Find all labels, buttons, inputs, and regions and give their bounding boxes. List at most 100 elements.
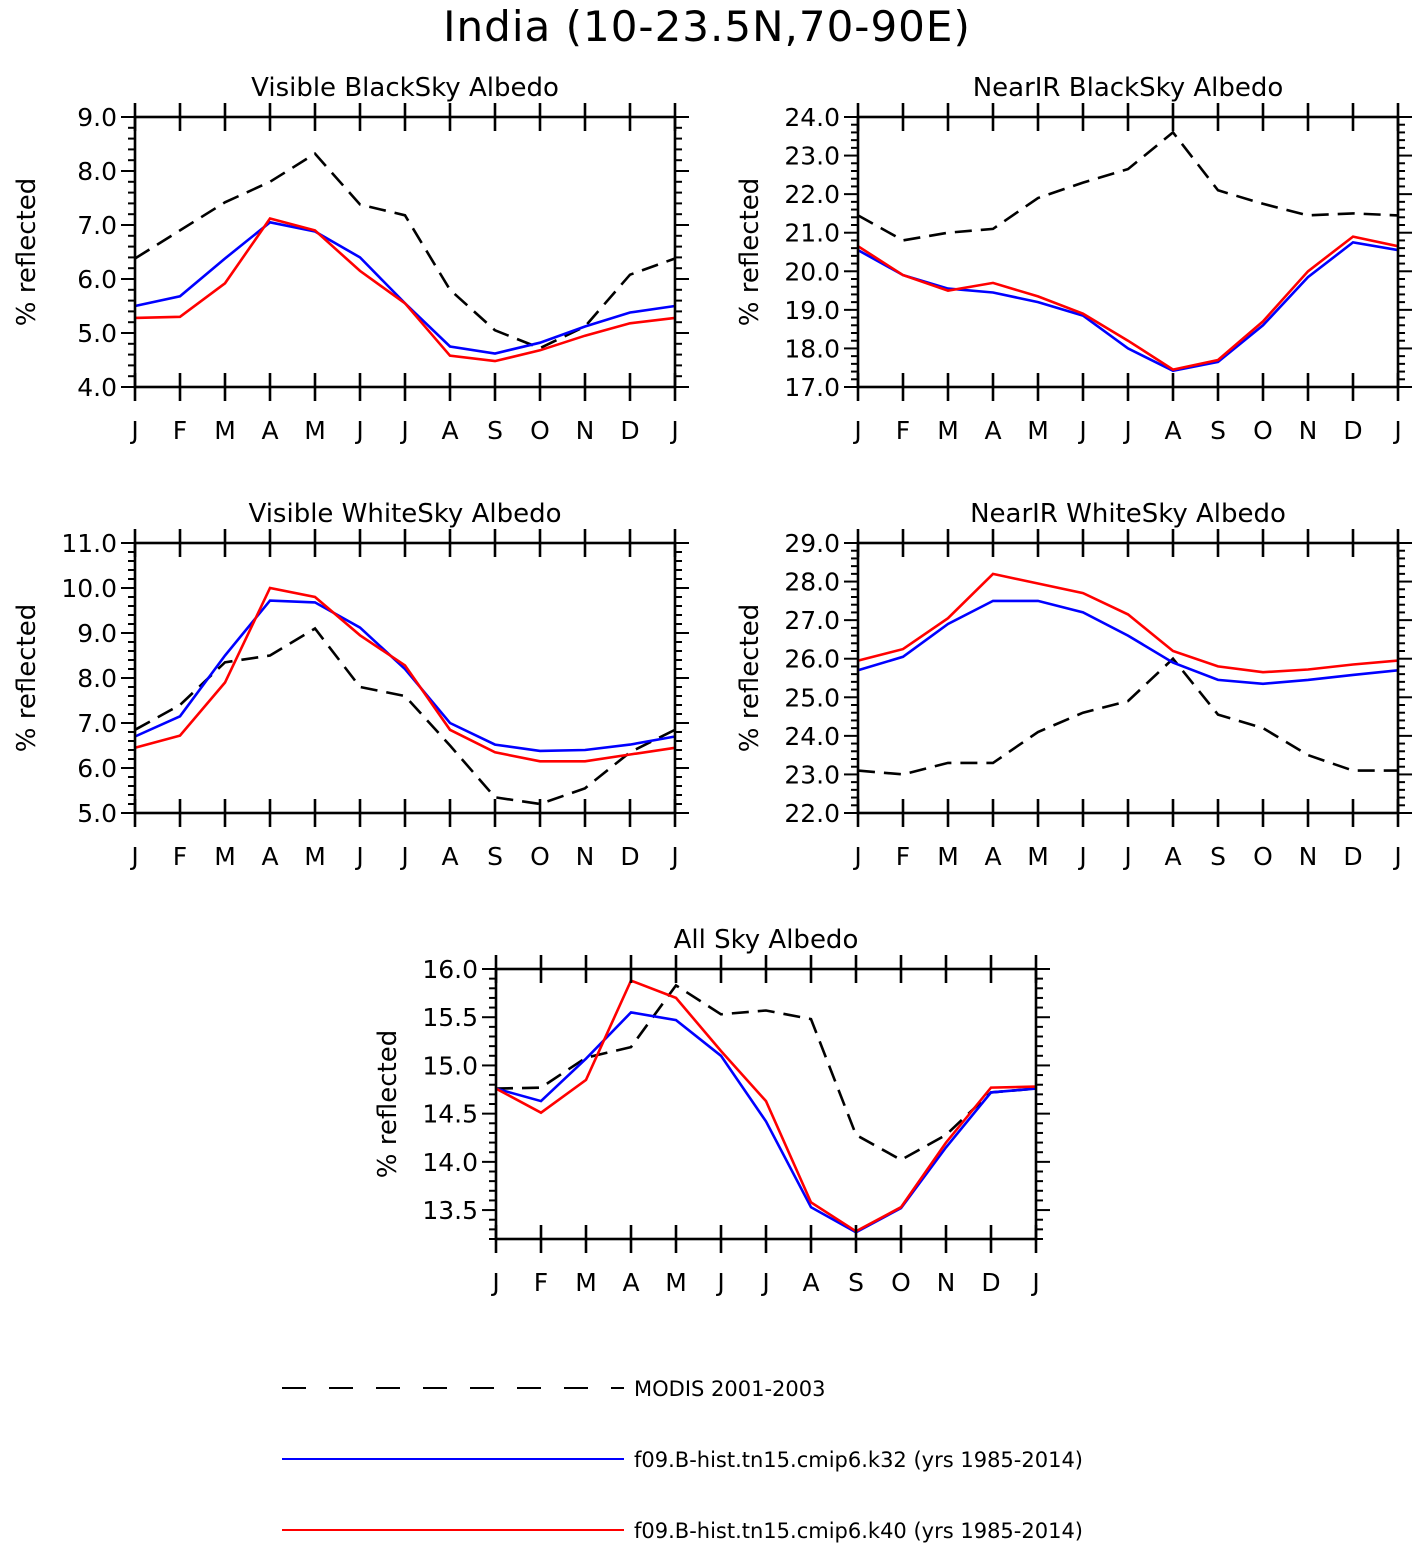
legend-label-3: f09.B-hist.tn15.cmip6.k40 (yrs 1985-2014… <box>634 1519 1083 1543</box>
x-tick-label: O <box>530 416 550 445</box>
x-tick-label: D <box>981 1268 1000 1297</box>
x-tick-label: N <box>1299 416 1318 445</box>
y-tick-label: 22.0 <box>784 799 840 828</box>
plot-frame <box>856 115 1400 389</box>
y-tick-label: 8.0 <box>77 664 117 693</box>
series-line-1 <box>495 983 1037 1162</box>
x-tick-label: J <box>1077 416 1086 445</box>
y-tick-label: 5.0 <box>77 799 117 828</box>
x-tick-label: O <box>1253 416 1273 445</box>
series-line-1 <box>134 626 676 806</box>
y-tick-label: 25.0 <box>784 683 840 712</box>
y-tick-label: 6.0 <box>77 754 117 783</box>
x-tick-label: S <box>487 416 503 445</box>
y-tick-label: 21.0 <box>784 219 840 248</box>
x-tick-label: S <box>487 842 503 871</box>
series-line-2 <box>857 599 1399 686</box>
x-tick-label: M <box>1027 416 1049 445</box>
x-tick-label: J <box>760 1268 769 1297</box>
x-tick-label: J <box>669 842 678 871</box>
x-tick-label: D <box>1343 416 1362 445</box>
page-title: India (10-23.5N,70-90E) <box>443 2 971 51</box>
y-tick-label: 22.0 <box>784 180 840 209</box>
x-tick-label: A <box>441 842 458 871</box>
x-tick-label: A <box>261 842 278 871</box>
x-tick-label: M <box>665 1268 687 1297</box>
x-tick-label: M <box>937 842 959 871</box>
x-tick-label: J <box>354 842 363 871</box>
x-tick-label: J <box>1392 416 1401 445</box>
y-tick-label: 17.0 <box>784 373 840 402</box>
series-line-1 <box>857 130 1399 242</box>
x-tick-label: D <box>620 842 639 871</box>
x-tick-label: O <box>1253 842 1273 871</box>
x-tick-label: D <box>1343 842 1362 871</box>
x-tick-label: J <box>1077 842 1086 871</box>
x-tick-label: O <box>891 1268 911 1297</box>
x-tick-label: D <box>620 416 639 445</box>
x-tick-label: M <box>1027 842 1049 871</box>
y-tick-label: 14.0 <box>422 1148 478 1177</box>
x-tick-label: J <box>129 842 138 871</box>
x-tick-label: J <box>715 1268 724 1297</box>
x-tick-label: A <box>622 1268 639 1297</box>
y-tick-label: 23.0 <box>784 760 840 789</box>
y-tick-label: 11.0 <box>61 529 117 558</box>
chart-title: NearIR WhiteSky Albedo <box>970 499 1286 529</box>
x-tick-label: S <box>1210 842 1226 871</box>
y-tick-label: 15.5 <box>422 1003 478 1032</box>
x-tick-label: A <box>1164 416 1181 445</box>
chart-title: Visible WhiteSky Albedo <box>248 499 561 529</box>
x-tick-label: F <box>896 842 910 871</box>
x-tick-label: S <box>848 1268 864 1297</box>
y-tick-label: 9.0 <box>77 619 117 648</box>
y-tick-label: 16.0 <box>422 955 478 984</box>
series-line-1 <box>134 152 676 350</box>
x-tick-label: A <box>984 842 1001 871</box>
x-tick-label: J <box>852 416 861 445</box>
x-tick-label: O <box>530 842 550 871</box>
y-tick-label: 7.0 <box>77 709 117 738</box>
series-line-3 <box>134 586 676 763</box>
y-tick-label: 4.0 <box>77 373 117 402</box>
x-tick-label: M <box>214 842 236 871</box>
y-axis-label: % reflected <box>735 604 765 752</box>
y-tick-label: 26.0 <box>784 645 840 674</box>
series-line-3 <box>134 217 676 363</box>
y-axis-label: % reflected <box>12 178 42 326</box>
chart-title: NearIR BlackSky Albedo <box>973 73 1284 103</box>
x-tick-label: J <box>669 416 678 445</box>
x-tick-label: M <box>937 416 959 445</box>
y-tick-label: 8.0 <box>77 157 117 186</box>
y-axis-label: % reflected <box>735 178 765 326</box>
x-tick-label: M <box>304 842 326 871</box>
x-tick-label: N <box>576 842 595 871</box>
chart-title: All Sky Albedo <box>674 925 859 955</box>
x-tick-label: A <box>261 416 278 445</box>
x-tick-label: F <box>896 416 910 445</box>
x-tick-label: J <box>1392 842 1401 871</box>
legend-label-2: f09.B-hist.tn15.cmip6.k32 (yrs 1985-2014… <box>634 1448 1083 1472</box>
x-tick-label: J <box>1122 416 1131 445</box>
series-line-2 <box>134 599 676 753</box>
x-tick-label: M <box>304 416 326 445</box>
x-tick-label: F <box>173 842 187 871</box>
x-tick-label: J <box>1122 842 1131 871</box>
y-axis-label: % reflected <box>373 1030 403 1178</box>
x-tick-label: F <box>173 416 187 445</box>
legend-label-1: MODIS 2001-2003 <box>634 1377 825 1401</box>
x-tick-label: S <box>1210 416 1226 445</box>
y-tick-label: 13.5 <box>422 1196 478 1225</box>
y-tick-label: 6.0 <box>77 265 117 294</box>
x-tick-label: M <box>575 1268 597 1297</box>
y-tick-label: 15.0 <box>422 1051 478 1080</box>
y-tick-label: 24.0 <box>784 722 840 751</box>
y-tick-label: 18.0 <box>784 334 840 363</box>
series-line-3 <box>857 235 1399 371</box>
y-tick-label: 28.0 <box>784 568 840 597</box>
